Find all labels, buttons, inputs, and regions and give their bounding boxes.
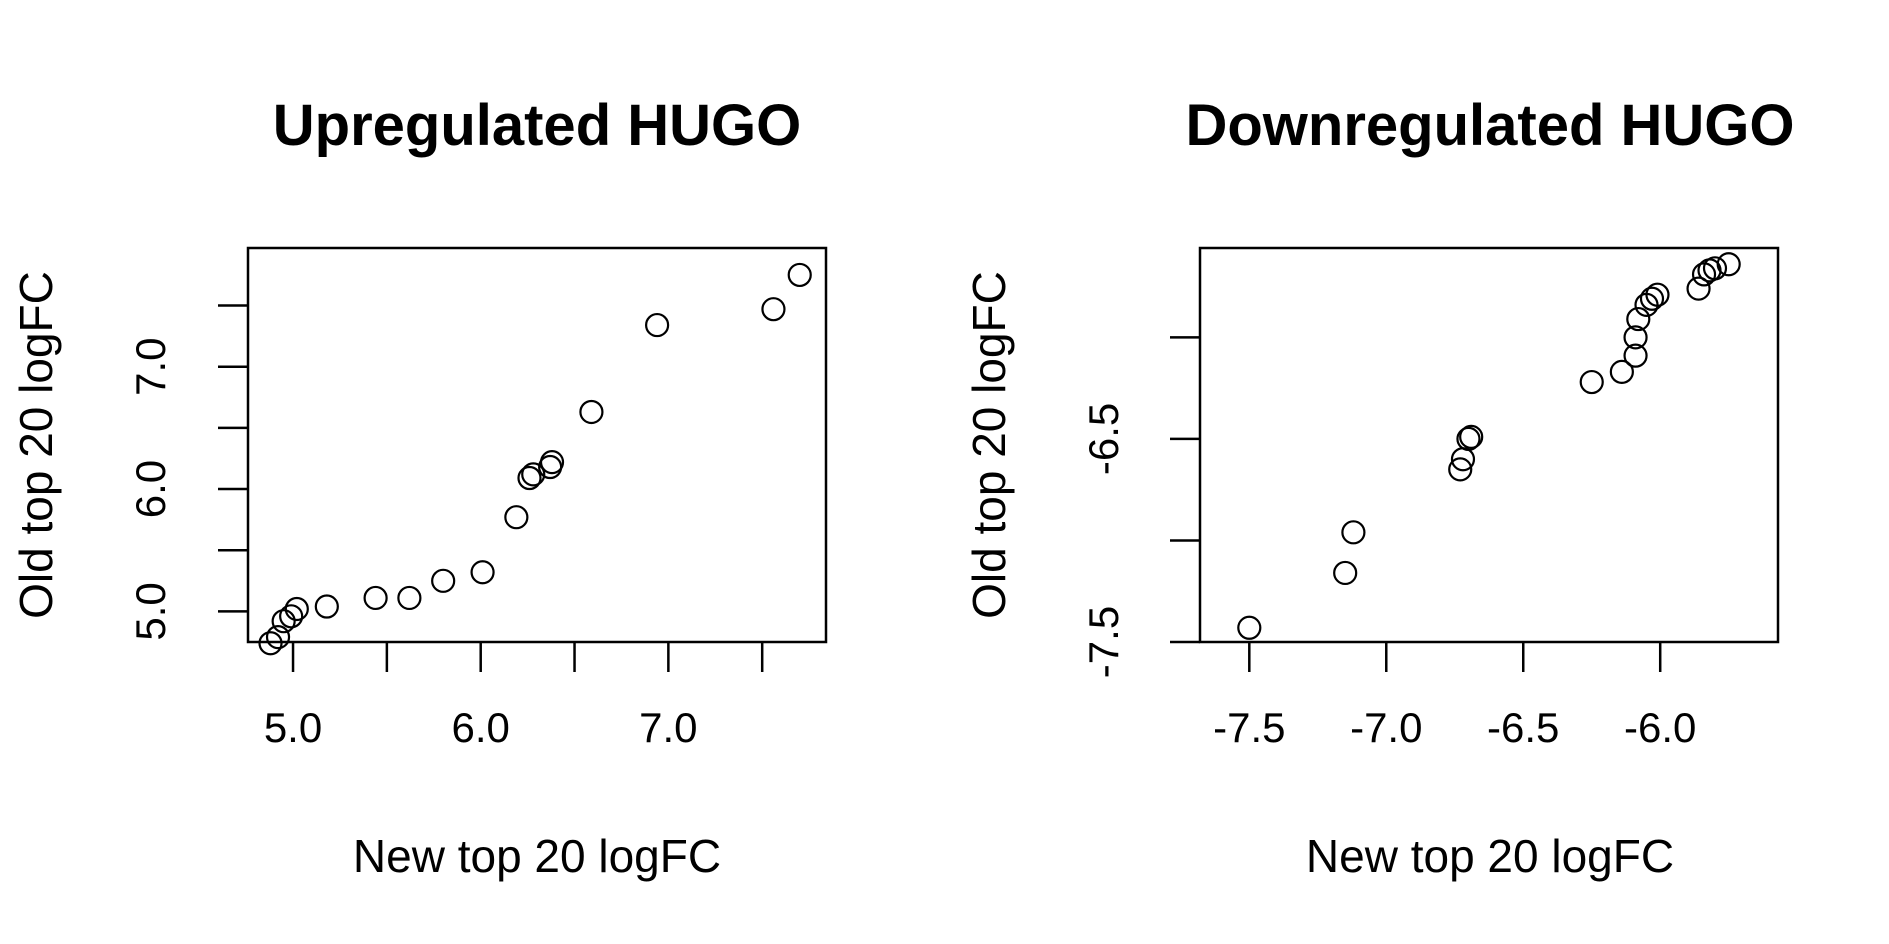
data-point	[1702, 256, 1728, 281]
x-tick-label: -6.0	[1624, 704, 1696, 751]
data-point	[1579, 369, 1604, 395]
data-point	[521, 462, 546, 487]
x-tick-label: 6.0	[452, 704, 510, 751]
data-point	[363, 585, 388, 611]
x-tick-label: 7.0	[639, 704, 697, 751]
chart-title: Downregulated HUGO	[1185, 93, 1794, 158]
plot-frame	[1198, 246, 1780, 644]
data-point	[431, 568, 456, 593]
data-point	[397, 585, 422, 611]
x-tick-label: 5.0	[264, 704, 322, 751]
data-point	[761, 297, 786, 322]
x-axis-label: New top 20 logFC	[1306, 830, 1674, 882]
y-tick-label: 5.0	[127, 582, 174, 640]
plot-frame	[246, 246, 828, 644]
data-points	[258, 262, 812, 656]
data-point	[314, 594, 339, 619]
data-point	[279, 604, 304, 629]
data-point	[1623, 343, 1648, 368]
y-tick-label: -7.5	[1080, 606, 1127, 678]
y-axis: 5.0 6.0 7.0	[127, 304, 248, 641]
data-point	[1645, 282, 1670, 307]
data-point	[1448, 457, 1473, 482]
data-point	[258, 631, 283, 656]
data-point	[787, 262, 812, 288]
data-point	[1237, 615, 1262, 640]
data-point	[517, 465, 542, 491]
data-point	[284, 596, 309, 622]
x-tick-label: -7.5	[1213, 704, 1285, 751]
data-point	[504, 505, 529, 530]
y-tick-label: 7.0	[127, 337, 174, 395]
x-axis-label: New top 20 logFC	[353, 830, 721, 882]
chart-title: Upregulated HUGO	[273, 93, 802, 158]
x-axis: -7.5 -7.0 -6.5 -6.0	[1213, 642, 1696, 751]
downregulated-panel: Downregulated HUGO -7.5 -7.0 -6.5 -6.0 -7.5…	[963, 93, 1795, 882]
data-point	[645, 312, 670, 338]
data-point	[271, 609, 296, 634]
data-point	[470, 560, 495, 585]
upregulated-panel: Upregulated HUGO 5.0 6.0 7.0 5.0 6.0 7.0 New…	[10, 93, 828, 882]
y-axis-label: Old top 20 logFC	[963, 271, 1015, 619]
data-points	[1237, 252, 1741, 640]
data-point	[1686, 276, 1711, 301]
y-axis: -7.5 -6.5	[1080, 336, 1200, 678]
data-point	[1341, 520, 1366, 545]
data-point	[1333, 560, 1358, 586]
data-point	[1459, 424, 1484, 449]
data-point	[1456, 426, 1481, 452]
x-axis: 5.0 6.0 7.0	[264, 642, 764, 751]
data-point	[1716, 252, 1741, 277]
data-point	[579, 399, 604, 425]
y-tick-label: 6.0	[127, 460, 174, 518]
y-tick-label: -6.5	[1080, 403, 1127, 475]
data-point	[1623, 325, 1648, 350]
data-point	[1639, 286, 1665, 311]
data-point	[539, 450, 565, 475]
data-point	[1626, 306, 1651, 332]
x-tick-label: -6.5	[1487, 704, 1559, 751]
data-point	[265, 625, 291, 650]
data-point	[1609, 359, 1634, 384]
x-tick-label: -7.0	[1350, 704, 1422, 751]
y-axis-label: Old top 20 logFC	[10, 271, 62, 619]
